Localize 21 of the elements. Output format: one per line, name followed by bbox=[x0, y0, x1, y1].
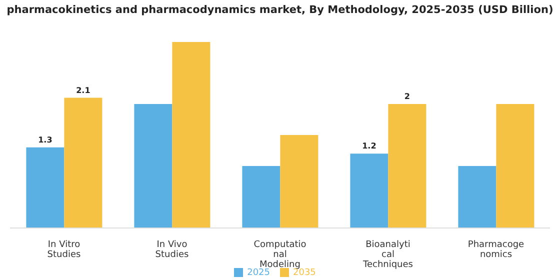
bar bbox=[242, 166, 280, 228]
data-label: 2.1 bbox=[76, 86, 91, 95]
legend-label: 2025 bbox=[247, 268, 270, 278]
bar bbox=[280, 135, 318, 228]
data-label: 2 bbox=[404, 92, 410, 101]
bar bbox=[172, 42, 210, 228]
legend-label: 2035 bbox=[293, 268, 316, 278]
bar bbox=[458, 166, 496, 228]
data-label: 1.2 bbox=[362, 142, 376, 151]
bar bbox=[26, 147, 64, 228]
chart-title: pharmacokinetics and pharmacodynamics market, By Methodology, 2025-2035 (USD Billion) bbox=[6, 4, 554, 16]
x-tick-label: Bioanalyti cal Techniques bbox=[362, 240, 414, 270]
x-tick-label: Pharmacoge nomics bbox=[468, 240, 525, 260]
data-label: 1.3 bbox=[38, 135, 52, 144]
bar bbox=[134, 104, 172, 228]
bar bbox=[496, 104, 534, 228]
bar bbox=[64, 98, 102, 228]
x-tick-label: In Vivo Studies bbox=[155, 240, 189, 260]
bar bbox=[350, 154, 388, 228]
bar bbox=[388, 104, 426, 228]
x-tick-label: In Vitro Studies bbox=[47, 240, 81, 260]
